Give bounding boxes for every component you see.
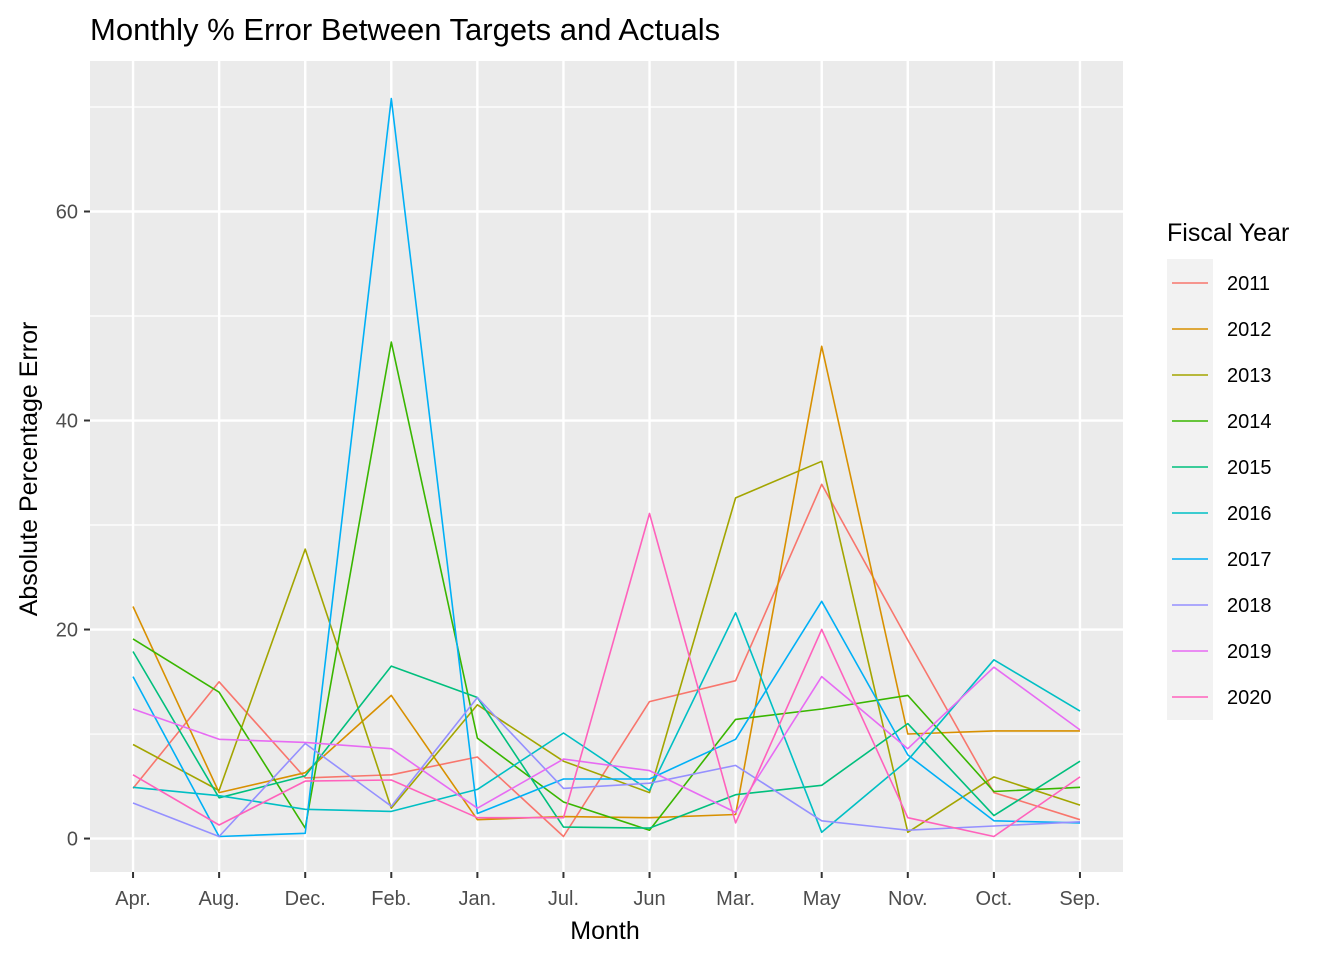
series-line-2013	[132, 460, 1081, 834]
series-line-2019	[132, 666, 1081, 814]
legend-items: 2011 2012 2013 2014 2015 2016 2017 2018 2019 2020	[1172, 273, 1272, 709]
series-line-2015	[132, 651, 1081, 829]
legend: Fiscal Year 2011 2012 2013 2014 2015 2016 2017…	[1167, 219, 1289, 720]
y-tick-label: 60	[56, 201, 78, 223]
x-tick-label: Sep.	[1059, 888, 1100, 910]
series-line-2014	[132, 341, 1081, 832]
x-tick-label: Jan.	[458, 888, 496, 910]
legend-label-2016: 2016	[1227, 503, 1272, 525]
y-tick-label: 40	[56, 411, 78, 433]
plot-panel	[90, 61, 1123, 872]
minor-gridlines	[90, 106, 1123, 735]
legend-label-2020: 2020	[1227, 687, 1272, 709]
legend-label-2017: 2017	[1227, 549, 1272, 571]
legend-label-2018: 2018	[1227, 595, 1272, 617]
legend-label-2013: 2013	[1227, 365, 1272, 387]
chart-title: Monthly % Error Between Targets and Actu…	[90, 12, 720, 47]
series-line-2017	[132, 97, 1081, 838]
x-tick-label: Aug.	[199, 888, 240, 910]
series-lines	[132, 97, 1081, 838]
x-tick-label: Apr.	[115, 888, 151, 910]
series-line-2012	[132, 345, 1080, 821]
legend-label-2015: 2015	[1227, 457, 1272, 479]
x-tick-label: May	[803, 888, 841, 910]
y-tick-label: 20	[56, 620, 78, 642]
series-line-2020	[132, 512, 1081, 838]
x-tick-label: Feb.	[371, 888, 411, 910]
legend-key-background	[1167, 259, 1213, 720]
y-tick-label: 0	[67, 829, 78, 851]
x-tick-label: Jun	[633, 888, 665, 910]
x-tick-label: Mar.	[716, 888, 755, 910]
legend-label-2012: 2012	[1227, 319, 1272, 341]
x-axis: Apr. Aug. Dec. Feb. Jan. Jul. Jun Mar. May Nov. Oc…	[115, 872, 1101, 910]
x-tick-label: Dec.	[285, 888, 326, 910]
x-tick-label: Nov.	[888, 888, 928, 910]
x-tick-label: Jul.	[548, 888, 579, 910]
series-line-2011	[132, 483, 1081, 838]
x-tick-label: Oct.	[976, 888, 1013, 910]
series-line-2018	[132, 696, 1081, 838]
series-line-2016	[132, 611, 1081, 834]
legend-label-2014: 2014	[1227, 411, 1272, 433]
legend-title: Fiscal Year	[1167, 219, 1289, 247]
legend-label-2019: 2019	[1227, 641, 1272, 663]
legend-label-2011: 2011	[1227, 273, 1270, 295]
y-axis: 0 20 40 60	[56, 201, 90, 851]
y-axis-title: Absolute Percentage Error	[15, 322, 43, 617]
x-axis-title: Month	[570, 917, 639, 945]
